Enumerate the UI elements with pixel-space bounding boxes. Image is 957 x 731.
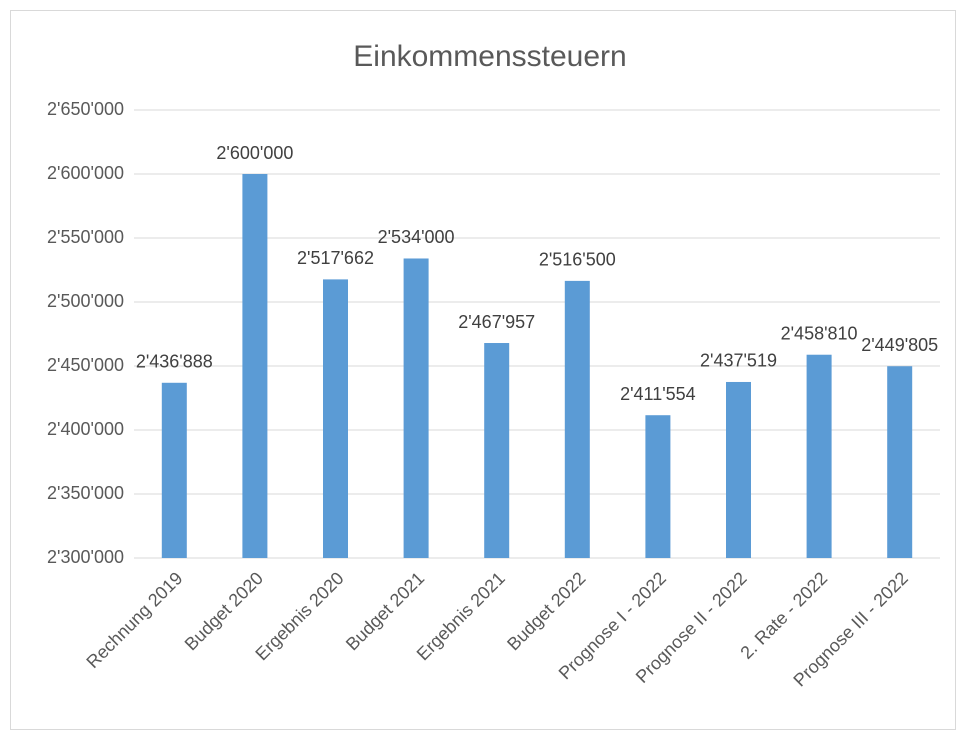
data-label: 2'437'519 (700, 351, 777, 371)
y-tick-label: 2'350'000 (47, 483, 124, 503)
chart-frame (10, 10, 956, 730)
bar (806, 354, 832, 558)
y-tick-label: 2'650'000 (47, 99, 124, 119)
y-tick-label: 2'300'000 (47, 547, 124, 567)
data-label: 2'517'662 (297, 248, 374, 268)
bar (161, 382, 187, 558)
y-tick-label: 2'400'000 (47, 419, 124, 439)
data-label: 2'467'957 (458, 312, 535, 332)
bar (323, 279, 348, 558)
y-tick-label: 2'500'000 (47, 291, 124, 311)
bar (564, 280, 590, 558)
bar (242, 174, 268, 558)
data-label: 2'534'000 (378, 227, 455, 247)
y-tick-label: 2'450'000 (47, 355, 124, 375)
data-label: 2'436'888 (136, 352, 213, 372)
y-tick-label: 2'600'000 (47, 163, 124, 183)
bar (726, 381, 751, 558)
bar (645, 415, 671, 558)
data-label: 2'516'500 (539, 250, 616, 270)
data-label: 2'411'554 (620, 384, 696, 404)
bar (887, 366, 913, 558)
data-label: 2'600'000 (216, 143, 293, 163)
bar (403, 258, 429, 558)
data-label: 2'449'805 (861, 335, 938, 355)
y-tick-label: 2'550'000 (47, 227, 124, 247)
chart-title: Einkommenssteuern (353, 40, 626, 73)
bar (484, 343, 510, 558)
data-label: 2'458'810 (781, 323, 858, 343)
